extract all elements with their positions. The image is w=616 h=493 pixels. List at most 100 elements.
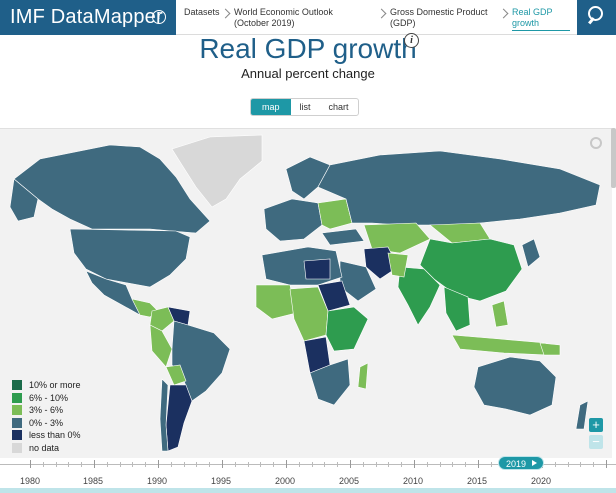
region-indonesia[interactable] <box>451 334 549 356</box>
timeline-tick <box>350 460 351 468</box>
search-button[interactable] <box>577 0 616 35</box>
region-papua[interactable] <box>539 342 561 356</box>
year-label[interactable]: 2015 <box>466 476 488 486</box>
region-peru[interactable] <box>149 324 173 368</box>
legend-swatch <box>12 430 22 441</box>
tab-chart[interactable]: chart <box>328 102 349 112</box>
zoom-out-button[interactable]: − <box>589 435 603 449</box>
region-new-zealand[interactable] <box>575 400 589 430</box>
timeline-tick <box>81 462 83 467</box>
timeline-tick <box>145 462 147 467</box>
year-label[interactable]: 1980 <box>19 476 41 486</box>
timeline-tick <box>439 462 441 467</box>
region-philippines[interactable] <box>491 300 509 328</box>
breadcrumb-label: Real GDP growth <box>512 7 553 28</box>
year-label[interactable]: 2005 <box>338 476 360 486</box>
timeline-tick <box>337 462 339 467</box>
year-label[interactable]: 2010 <box>402 476 424 486</box>
timeline-tick <box>222 460 223 468</box>
region-western-europe[interactable] <box>263 198 323 242</box>
timeline-tick <box>273 462 275 467</box>
region-korea-japan[interactable] <box>521 238 541 268</box>
selected-year-button[interactable]: 2019 <box>498 456 544 470</box>
region-bolivia[interactable] <box>165 364 187 386</box>
breadcrumb-real-gdp-growth[interactable]: Real GDP growth <box>498 0 570 35</box>
legend-label: 0% - 3% <box>29 417 64 428</box>
breadcrumb-weo[interactable]: World Economic Outlook (October 2019) <box>220 0 362 35</box>
legend-item[interactable]: 6% - 10% <box>12 392 81 404</box>
region-russia[interactable] <box>317 150 601 226</box>
legend-item[interactable]: less than 0% <box>12 429 81 441</box>
timeline-tick <box>414 460 415 468</box>
legend-label: 10% or more <box>29 380 81 390</box>
region-australia[interactable] <box>473 356 557 416</box>
page-scrollbar[interactable] <box>611 128 616 188</box>
brand-logo[interactable]: IMF DataMapper i <box>0 0 176 35</box>
region-canada[interactable] <box>13 144 211 234</box>
timeline-axis <box>0 464 616 465</box>
timeline-tick <box>94 460 95 468</box>
world-map[interactable] <box>0 128 612 458</box>
region-chile[interactable] <box>159 378 169 452</box>
tab-map[interactable]: map <box>251 99 291 115</box>
timeline-tick <box>324 462 326 467</box>
breadcrumb-gdp[interactable]: Gross Domestic Product (GDP) <box>376 0 502 35</box>
region-kazakhstan[interactable] <box>363 222 431 254</box>
timeline-tick <box>465 462 467 467</box>
timeline-tick <box>106 462 108 467</box>
region-se-asia[interactable] <box>443 286 471 332</box>
page-subtitle: Annual percent change <box>241 66 375 81</box>
legend-swatch <box>12 417 22 428</box>
legend-label: 3% - 6% <box>29 405 64 416</box>
region-pakistan[interactable] <box>387 252 409 278</box>
legend-item[interactable]: 10% or more <box>12 379 81 391</box>
timeline-tick <box>606 460 607 468</box>
selected-year-label: 2019 <box>506 459 527 469</box>
year-label[interactable]: 1995 <box>210 476 232 486</box>
timeline-tick <box>286 460 287 468</box>
legend-item[interactable]: 3% - 6% <box>12 404 81 416</box>
map-reset-icon[interactable] <box>590 137 602 149</box>
region-india[interactable] <box>397 266 441 326</box>
timeline-tick <box>183 462 185 467</box>
region-colombia[interactable] <box>149 306 175 332</box>
info-icon[interactable]: i <box>152 10 166 24</box>
legend-swatch <box>12 380 22 390</box>
timeline-tick <box>260 462 262 467</box>
page-title: Real GDP growth <box>199 33 417 64</box>
region-argentina[interactable] <box>165 384 193 452</box>
zoom-in-button[interactable]: + <box>589 418 603 432</box>
region-east-africa[interactable] <box>325 306 369 352</box>
breadcrumb-label: Datasets <box>184 7 220 17</box>
legend-swatch <box>12 392 22 403</box>
region-alaska[interactable] <box>9 178 39 222</box>
year-label[interactable]: 2020 <box>530 476 552 486</box>
region-greenland[interactable] <box>171 134 263 208</box>
breadcrumb-datasets[interactable]: Datasets <box>184 0 224 35</box>
breadcrumb-label: World Economic Outlook (October 2019) <box>234 7 333 28</box>
legend-item[interactable]: no data <box>12 442 81 454</box>
year-label[interactable]: 2000 <box>274 476 296 486</box>
region-turkey[interactable] <box>321 228 365 246</box>
legend-label: no data <box>29 442 60 453</box>
tab-list[interactable]: list <box>299 102 311 112</box>
map-legend: 10% or more 6% - 10% 3% - 6% 0% - 3% les… <box>12 379 81 455</box>
region-usa[interactable] <box>69 228 191 288</box>
timeline-tick <box>311 462 313 467</box>
region-eastern-europe[interactable] <box>317 198 353 230</box>
region-madagascar[interactable] <box>357 362 369 390</box>
region-southern-africa[interactable] <box>309 358 351 406</box>
year-label[interactable]: 1985 <box>82 476 104 486</box>
timeline-tick <box>388 462 390 467</box>
region-west-africa[interactable] <box>255 284 297 320</box>
world-map-canvas[interactable] <box>0 129 612 458</box>
timeline-tick <box>158 460 159 468</box>
year-label[interactable]: 1990 <box>146 476 168 486</box>
timeline-tick <box>554 462 556 467</box>
region-brazil[interactable] <box>171 320 231 402</box>
indicator-info-icon[interactable]: i <box>404 33 419 48</box>
timeline-tick <box>170 462 172 467</box>
legend-item[interactable]: 0% - 3% <box>12 417 81 429</box>
timeline-tick <box>247 462 249 467</box>
region-libya[interactable] <box>303 258 331 280</box>
